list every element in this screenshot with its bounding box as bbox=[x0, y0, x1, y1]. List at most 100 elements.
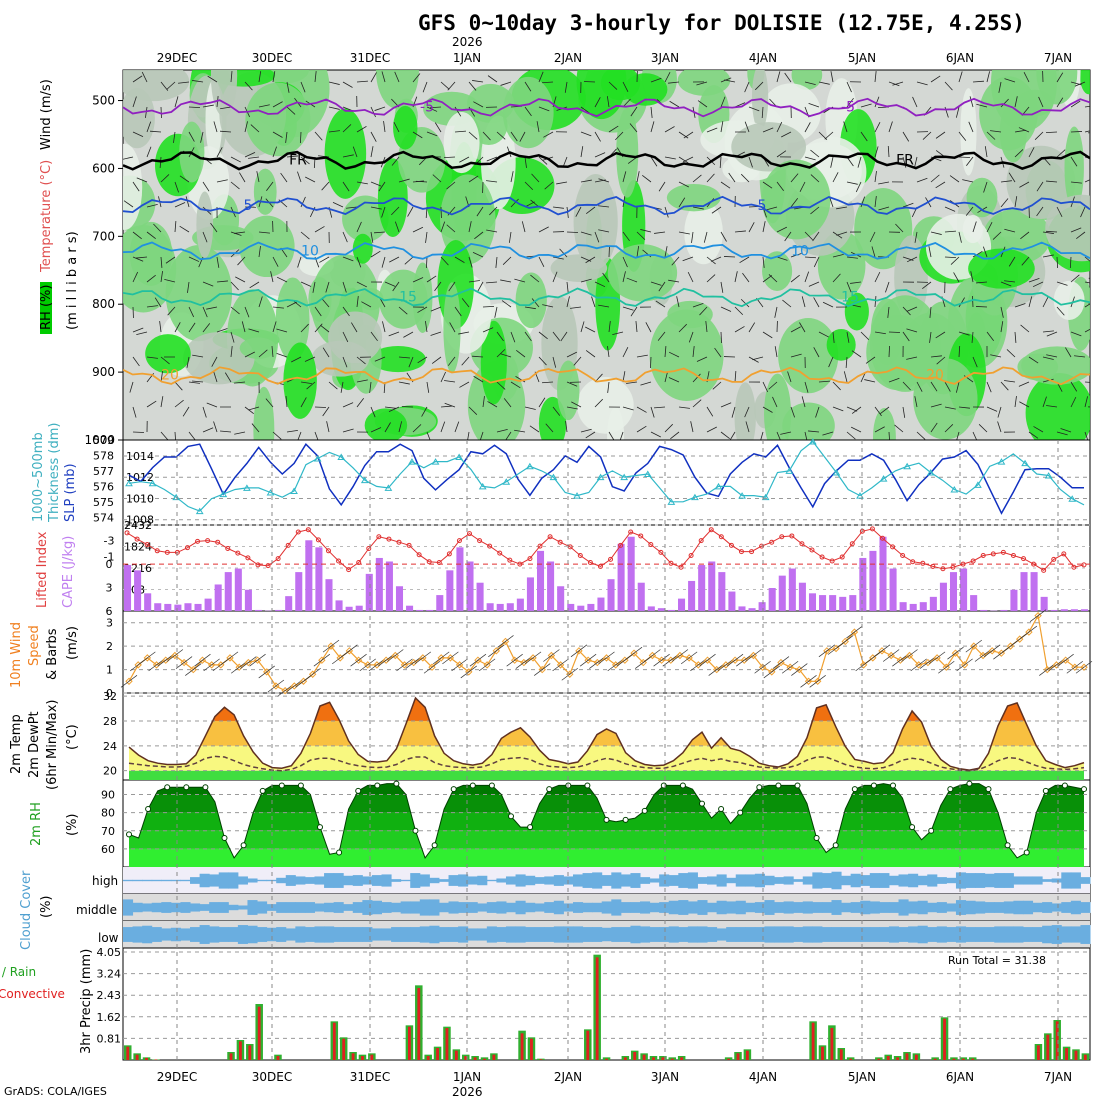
cape-bar bbox=[406, 605, 414, 611]
cloud-cell bbox=[515, 874, 526, 887]
wind-barb bbox=[1084, 396, 1088, 408]
wind-barb bbox=[200, 131, 204, 143]
rh-point bbox=[1061, 782, 1068, 789]
wind-barb bbox=[165, 256, 176, 264]
wind-barb bbox=[585, 256, 596, 264]
wind-barb-10m bbox=[772, 656, 790, 669]
rh-band bbox=[129, 830, 1084, 849]
thickness-point bbox=[337, 453, 346, 460]
cloud-cell bbox=[477, 928, 488, 941]
thickness-line bbox=[128, 440, 1085, 512]
wind-barb bbox=[1036, 206, 1044, 217]
wind-barb bbox=[734, 306, 744, 316]
wind-barb bbox=[855, 181, 862, 193]
cloud-cell bbox=[726, 877, 737, 884]
cape-bar bbox=[869, 550, 877, 611]
li-point bbox=[839, 554, 845, 560]
li-point bbox=[557, 539, 563, 545]
wind-barb bbox=[860, 131, 868, 142]
cloud-cell bbox=[592, 872, 603, 889]
wind-barb bbox=[340, 381, 344, 393]
wind-barb-10m bbox=[506, 653, 523, 667]
wind-barb bbox=[696, 81, 708, 86]
wind-barb bbox=[916, 81, 928, 86]
cloud-cell bbox=[496, 927, 507, 942]
wind-barb bbox=[531, 298, 540, 308]
wind-barb bbox=[425, 231, 428, 243]
rh-point bbox=[1004, 842, 1011, 849]
cloud-cell bbox=[620, 902, 631, 913]
wind-barb bbox=[668, 377, 680, 383]
thickness-point bbox=[879, 475, 888, 482]
wind-barb bbox=[489, 206, 498, 216]
li-point bbox=[879, 535, 885, 541]
wind-barb-10m bbox=[185, 663, 202, 676]
slp-tick-label: 1014 bbox=[126, 450, 154, 463]
wind-barb bbox=[1000, 306, 1004, 318]
wind-barb bbox=[697, 100, 708, 108]
wind-barb bbox=[678, 231, 690, 235]
wind-barb bbox=[510, 198, 519, 208]
wind-barb bbox=[529, 425, 540, 433]
wind-barb-10m bbox=[736, 653, 753, 667]
rh-point bbox=[469, 782, 476, 789]
cloud-cell bbox=[793, 879, 804, 882]
cloud-cover-plot bbox=[123, 867, 1091, 949]
wind-barb bbox=[888, 121, 893, 133]
cloud-cell bbox=[314, 903, 325, 912]
wind-barb bbox=[179, 225, 190, 233]
wind-speed-point bbox=[749, 651, 758, 660]
wind-barb bbox=[782, 299, 792, 308]
wind-barb bbox=[846, 331, 850, 343]
wind-barb bbox=[496, 428, 508, 433]
wind-barb bbox=[658, 281, 666, 292]
cloud-cell bbox=[735, 927, 746, 942]
wind-barb bbox=[885, 281, 890, 293]
wind-barb bbox=[668, 279, 680, 283]
wind-barb bbox=[1084, 281, 1090, 284]
wind-barb bbox=[906, 256, 918, 263]
wind-barb bbox=[720, 121, 724, 133]
cloud-cell bbox=[151, 927, 162, 942]
wind-barb bbox=[902, 406, 906, 418]
rh-point bbox=[393, 780, 400, 787]
wind-barb bbox=[202, 306, 208, 318]
wind-barb bbox=[801, 396, 806, 408]
wind-barb bbox=[804, 256, 817, 259]
wind-barb-10m bbox=[405, 656, 422, 669]
rh-point bbox=[584, 782, 591, 789]
wind-speed-point bbox=[373, 661, 381, 669]
cloud-cell bbox=[218, 927, 229, 942]
wind-barb bbox=[906, 356, 918, 360]
wind-barb bbox=[846, 431, 856, 440]
wind-barb bbox=[202, 406, 207, 418]
wind-barb bbox=[1014, 396, 1017, 408]
wind-barb bbox=[444, 380, 456, 383]
precip-convective-bar bbox=[633, 1052, 637, 1060]
wind-barb bbox=[928, 246, 932, 258]
wind-barb-10m bbox=[763, 665, 780, 679]
wind-barb bbox=[997, 421, 1002, 433]
wind-barb bbox=[762, 181, 773, 189]
wind-speed-point bbox=[345, 647, 354, 655]
wind-barb bbox=[496, 131, 506, 140]
wind-barb bbox=[762, 381, 769, 393]
cape-bar bbox=[1000, 609, 1008, 611]
wind-barb bbox=[832, 273, 841, 283]
wind-speed-point bbox=[712, 665, 721, 674]
precip-convective-bar bbox=[257, 1006, 261, 1060]
precip-convective-bar bbox=[914, 1054, 918, 1060]
wind-barb bbox=[496, 381, 506, 390]
wind-barb bbox=[965, 206, 974, 216]
precip-convective-bar bbox=[736, 1053, 740, 1060]
wind-barb bbox=[714, 347, 722, 358]
cloud-cell bbox=[793, 902, 804, 913]
wind-speed-point bbox=[483, 661, 491, 669]
wind-barb bbox=[986, 71, 991, 83]
wind-barb bbox=[629, 123, 638, 133]
wind-barb bbox=[748, 222, 755, 233]
wind-barb-10m bbox=[1048, 658, 1065, 672]
wind-barb bbox=[776, 226, 788, 233]
